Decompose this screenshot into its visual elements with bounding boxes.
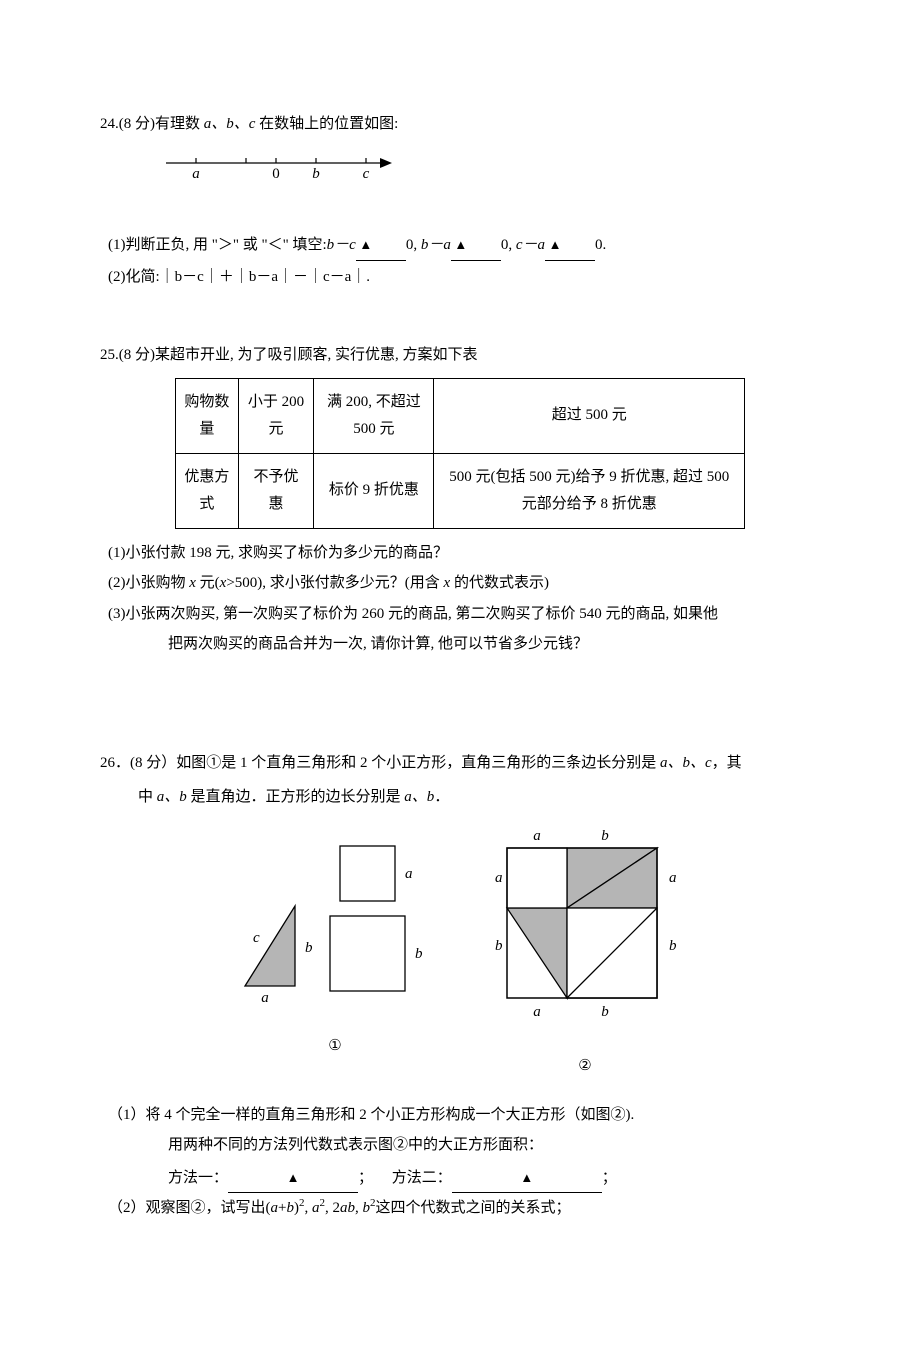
svg-text:b: b [669, 938, 677, 954]
semi2: ； [602, 1170, 617, 1186]
q26-part1b: 用两种不同的方法列代数式表示图②中的大正方形面积： [100, 1131, 820, 1160]
svg-text:a: a [261, 990, 269, 1006]
diagram2-svg: a b a b a b a b [475, 826, 695, 1036]
svg-text:c: c [363, 166, 370, 181]
q26-p2expr: (a+b)2, a2, 2ab, b2 [266, 1200, 376, 1216]
q26-methods: 方法一： ▲ ； 方法二： ▲ ； [100, 1164, 820, 1194]
semi1: ； [358, 1170, 373, 1186]
svg-text:a: a [533, 1004, 541, 1020]
zero-3: 0 [595, 237, 603, 253]
cell-r2c3: 标价 9 折优惠 [314, 453, 434, 528]
q25-x1: x [189, 575, 196, 591]
q26-hc: 中 [138, 789, 157, 805]
comma-2: , [508, 237, 516, 253]
q24-p1-expr1: b－c [327, 237, 356, 253]
q24-p1-expr2: b－a [421, 237, 451, 253]
q26-hb: ，其 [712, 755, 742, 771]
svg-text:b: b [305, 940, 313, 956]
blank-fill[interactable]: ▲ [451, 231, 501, 261]
method2-label: 方法二： [392, 1170, 452, 1186]
cell-r2c1: 优惠方式 [176, 453, 239, 528]
triangle-icon: ▲ [287, 1170, 300, 1185]
q25-part1: (1)小张付款 198 元, 求购买了标价为多少元的商品？ [100, 539, 820, 568]
q24-p1-expr3: c－a [516, 237, 545, 253]
q26-header-line2: 中 a、b 是直角边．正方形的边长分别是 a、b． [100, 783, 820, 812]
q26-part1a: （1）将 4 个完全一样的直角三角形和 2 个小正方形构成一个大正方形（如图②)… [100, 1101, 820, 1130]
question-25: 25.(8 分)某超市开业, 为了吸引顾客, 实行优惠, 方案如下表 购物数量 … [100, 341, 820, 659]
q25-header: 25.(8 分)某超市开业, 为了吸引顾客, 实行优惠, 方案如下表 [100, 341, 820, 370]
q26-hd: 是直角边．正方形的边长分别是 [187, 789, 405, 805]
q26-p2a: （2）观察图②，试写出 [108, 1200, 266, 1216]
diagram2-caption: ② [475, 1052, 695, 1081]
svg-text:b: b [312, 166, 320, 181]
q24-header-prefix: 24.(8 分)有理数 [100, 116, 204, 132]
table-row: 优惠方式 不予优惠 标价 9 折优惠 500 元(包括 500 元)给予 9 折… [176, 453, 745, 528]
q25-part3b: 把两次购买的商品合并为一次, 请你计算, 他可以节省多少元钱？ [100, 630, 820, 659]
diagrams: a b c a b ① [100, 826, 820, 1081]
diagram1-svg: a b c a b [225, 826, 445, 1016]
number-line-diagram: a 0 b c [160, 145, 820, 192]
cell-r2c2: 不予优惠 [238, 453, 313, 528]
diagram1-caption: ① [225, 1032, 445, 1061]
cell-r1c2: 小于 200 元 [238, 378, 313, 453]
q24-header-suffix: 在数轴上的位置如图: [259, 116, 398, 132]
svg-text:0: 0 [272, 166, 280, 181]
q26-header-line1: 26．(8 分）如图①是 1 个直角三角形和 2 个小正方形，直角三角形的三条边… [100, 749, 820, 778]
triangle-icon: ▲ [520, 1170, 533, 1185]
triangle-icon: ▲ [359, 237, 372, 252]
svg-text:a: a [192, 166, 200, 181]
svg-text:a: a [533, 828, 541, 844]
svg-text:b: b [601, 828, 609, 844]
blank-fill[interactable]: ▲ [228, 1164, 358, 1194]
svg-text:b: b [415, 946, 423, 962]
q26-ha: 26．(8 分）如图①是 1 个直角三角形和 2 个小正方形，直角三角形的三条边… [100, 755, 660, 771]
blank-fill[interactable]: ▲ [356, 231, 406, 261]
period-1: . [603, 237, 607, 253]
q25-part2: (2)小张购物 x 元(x>500), 求小张付款多少元？(用含 x 的代数式表… [100, 569, 820, 598]
q25-p2a: (2)小张购物 [108, 575, 189, 591]
comma-1: , [413, 237, 421, 253]
q26-v3: a、b [404, 789, 434, 805]
question-24: 24.(8 分)有理数 a、b、c 在数轴上的位置如图: a 0 b c (1)… [100, 110, 820, 291]
q26-p2b: 这四个代数式之间的关系式； [375, 1200, 570, 1216]
svg-text:b: b [495, 938, 503, 954]
q25-part3a: (3)小张两次购买, 第一次购买了标价为 260 元的商品, 第二次购买了标价 … [100, 600, 820, 629]
q26-v1: a、b、c [660, 755, 712, 771]
promo-table: 购物数量 小于 200 元 满 200, 不超过 500 元 超过 500 元 … [175, 378, 745, 529]
svg-text:b: b [601, 1004, 609, 1020]
triangle-icon: ▲ [454, 237, 467, 252]
cell-r1c4: 超过 500 元 [434, 378, 745, 453]
cell-r1c3: 满 200, 不超过 500 元 [314, 378, 434, 453]
diagram-2: a b a b a b a b ② [475, 826, 695, 1081]
cell-r1c1: 购物数量 [176, 378, 239, 453]
svg-text:c: c [253, 930, 260, 946]
q25-p2d: 的代数式表示) [450, 575, 549, 591]
number-line-svg: a 0 b c [160, 145, 400, 181]
svg-text:a: a [669, 870, 677, 886]
blank-fill[interactable]: ▲ [452, 1164, 602, 1194]
diagram-1: a b c a b ① [225, 826, 445, 1081]
q24-p2-text: (2)化简:｜b－c｜＋｜b－a｜－｜c－a｜. [108, 269, 370, 285]
q25-p2c: >500), 求小张付款多少元？(用含 [226, 575, 443, 591]
q26-part2: （2）观察图②，试写出(a+b)2, a2, 2ab, b2这四个代数式之间的关… [100, 1193, 820, 1223]
q24-header: 24.(8 分)有理数 a、b、c 在数轴上的位置如图: [100, 110, 820, 139]
q24-part1: (1)判断正负, 用 "＞" 或 "＜" 填空:b－c▲0, b－a▲0, c－… [100, 231, 820, 261]
cell-r2c4: 500 元(包括 500 元)给予 9 折优惠, 超过 500 元部分给予 8 … [434, 453, 745, 528]
svg-text:a: a [405, 866, 413, 882]
q26-he: ． [434, 789, 449, 805]
q25-p2b: 元( [196, 575, 220, 591]
blank-fill[interactable]: ▲ [545, 231, 595, 261]
q24-p1-text: (1)判断正负, 用 "＞" 或 "＜" 填空: [108, 237, 327, 253]
table-row: 购物数量 小于 200 元 满 200, 不超过 500 元 超过 500 元 [176, 378, 745, 453]
svg-text:a: a [495, 870, 503, 886]
triangle-icon: ▲ [549, 237, 562, 252]
question-26: 26．(8 分）如图①是 1 个直角三角形和 2 个小正方形，直角三角形的三条边… [100, 749, 820, 1223]
q24-part2: (2)化简:｜b－c｜＋｜b－a｜－｜c－a｜. [100, 263, 820, 292]
q24-vars: a、b、c [204, 116, 259, 132]
method1-label: 方法一： [168, 1170, 228, 1186]
q26-v2: a、b [157, 789, 187, 805]
